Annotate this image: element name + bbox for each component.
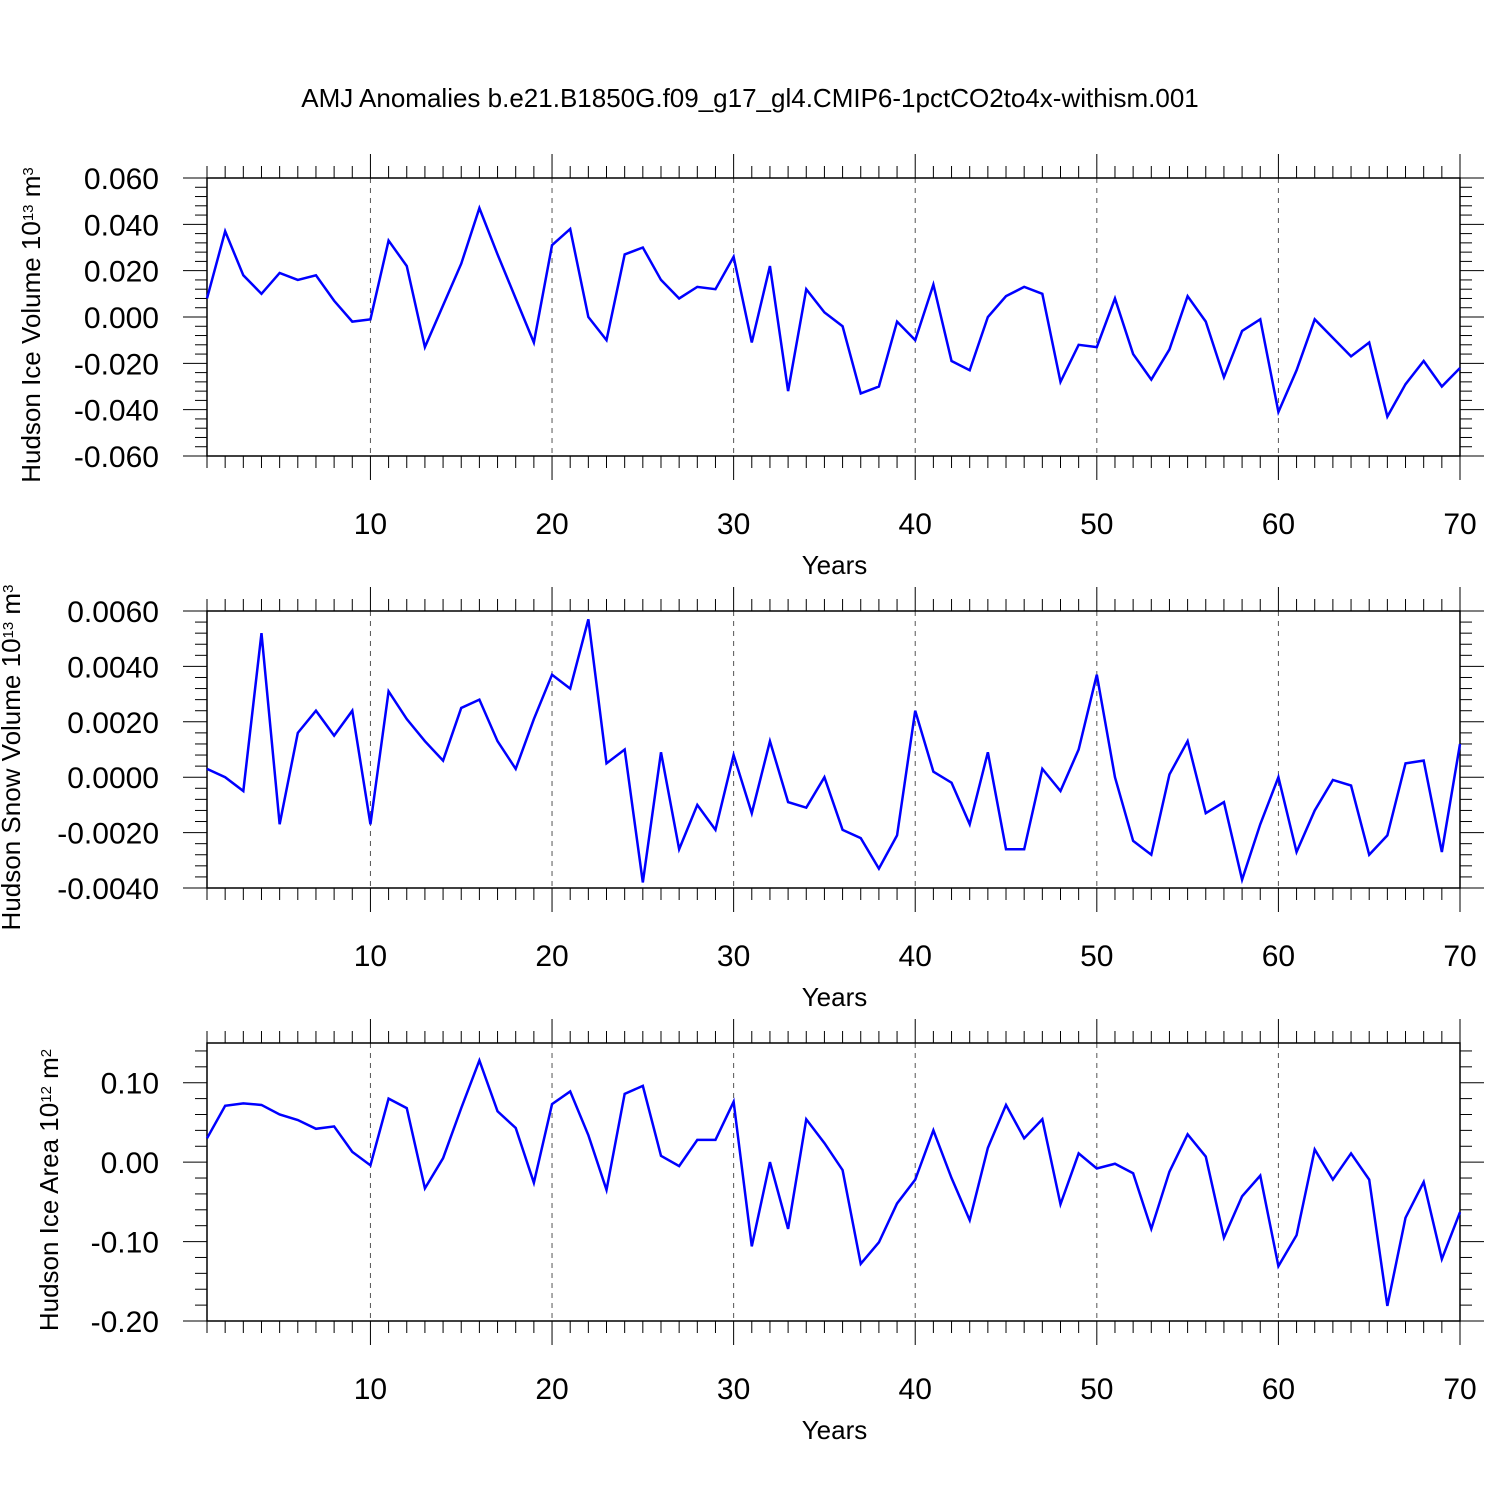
y-axis-label: Hudson Ice Area 1012 m2 — [34, 1049, 64, 1331]
y-axis-label-part: Hudson Snow Volume 10 — [0, 638, 26, 930]
y-tick-label: 0.020 — [84, 256, 159, 289]
x-tick-label-50: 50 — [1080, 1373, 1113, 1406]
x-tick-label-70: 70 — [1443, 940, 1476, 973]
y-axis-label-superscript: 2 — [38, 1049, 55, 1057]
y-tick-label: -0.040 — [74, 395, 159, 428]
y-axis-label-part: m — [34, 1057, 64, 1086]
x-tick-label-30: 30 — [717, 1373, 750, 1406]
x-tick-label-70: 70 — [1443, 508, 1476, 541]
y-tick-label: 0.040 — [84, 209, 159, 242]
x-tick-label-30: 30 — [717, 508, 750, 541]
y-tick-label: 0.000 — [84, 302, 159, 335]
series-line-1 — [205, 204, 1461, 420]
y-tick-label: -0.0040 — [57, 873, 159, 906]
y-axis-label-superscript: 13 — [0, 622, 17, 639]
x-tick-label-20: 20 — [535, 1373, 568, 1406]
x-tick-label-60: 60 — [1262, 1373, 1295, 1406]
x-tick-label-10: 10 — [354, 508, 387, 541]
y-axis-label: Hudson Snow Volume 1013 m3 — [0, 585, 26, 931]
y-tick-label: -0.020 — [74, 348, 159, 381]
series-line-1 — [205, 1056, 1462, 1307]
x-tick-label-40: 40 — [899, 940, 932, 973]
y-tick-label: 0.00 — [101, 1147, 159, 1180]
x-axis-label: Years — [802, 982, 868, 1012]
x-tick-label-60: 60 — [1262, 940, 1295, 973]
figure-title: AMJ Anomalies b.e21.B1850G.f09_g17_gl4.C… — [301, 83, 1198, 113]
x-tick-label-30: 30 — [717, 940, 750, 973]
y-axis-label-part: m — [0, 593, 26, 622]
y-axis-label-part: Hudson Ice Volume 10 — [16, 221, 46, 483]
panels: 10 20 30 40 50 60 70 -0.060 -0.040 -0.020 0.000 0.0… — [0, 154, 1484, 1445]
x-tick-label-40: 40 — [899, 1373, 932, 1406]
y-axis-label-part: m — [16, 176, 46, 205]
y-tick-label: 0.060 — [84, 163, 159, 196]
y-axis-label-superscript: 3 — [20, 167, 37, 175]
y-tick-label: 0.0000 — [67, 762, 159, 795]
y-tick-label: -0.0020 — [57, 818, 159, 851]
y-axis-label-superscript: 13 — [20, 204, 37, 221]
x-tick-label-20: 20 — [535, 940, 568, 973]
y-axis-label-superscript: 12 — [38, 1086, 55, 1103]
y-tick-label: 0.0040 — [67, 651, 159, 684]
panel-3: 10 20 30 40 50 60 70 -0.20 -0.10 0.00 0.10 Years Hud… — [34, 1019, 1484, 1445]
panel-2: 10 20 30 40 50 60 70 -0.0040 -0.0020 0.0000 0.0020… — [0, 585, 1484, 1012]
x-tick-label-70: 70 — [1443, 1373, 1476, 1406]
x-tick-label-50: 50 — [1080, 508, 1113, 541]
y-tick-label: -0.060 — [74, 441, 159, 474]
x-tick-label-50: 50 — [1080, 940, 1113, 973]
y-tick-label: 0.0020 — [67, 707, 159, 740]
y-tick-label: 0.0060 — [67, 596, 159, 629]
plot-frame — [206, 177, 1461, 457]
x-tick-label-10: 10 — [354, 1373, 387, 1406]
x-axis-label: Years — [802, 1415, 868, 1445]
y-tick-label: -0.20 — [91, 1306, 159, 1339]
y-tick-label: -0.10 — [91, 1227, 159, 1260]
y-axis-label: Hudson Ice Volume 1013 m3 — [16, 167, 46, 483]
y-axis-label-part: Hudson Ice Area 10 — [34, 1103, 64, 1331]
plot-frame — [206, 1042, 1461, 1322]
series-line-1 — [206, 618, 1462, 885]
y-tick-label: 0.10 — [101, 1068, 159, 1101]
x-tick-label-60: 60 — [1262, 508, 1295, 541]
x-tick-label-20: 20 — [535, 508, 568, 541]
x-tick-label-10: 10 — [354, 940, 387, 973]
y-axis-label-superscript: 3 — [0, 585, 17, 593]
panel-1: 10 20 30 40 50 60 70 -0.060 -0.040 -0.020 0.000 0.0… — [16, 154, 1484, 580]
x-axis-label: Years — [802, 550, 868, 580]
x-tick-label-40: 40 — [899, 508, 932, 541]
